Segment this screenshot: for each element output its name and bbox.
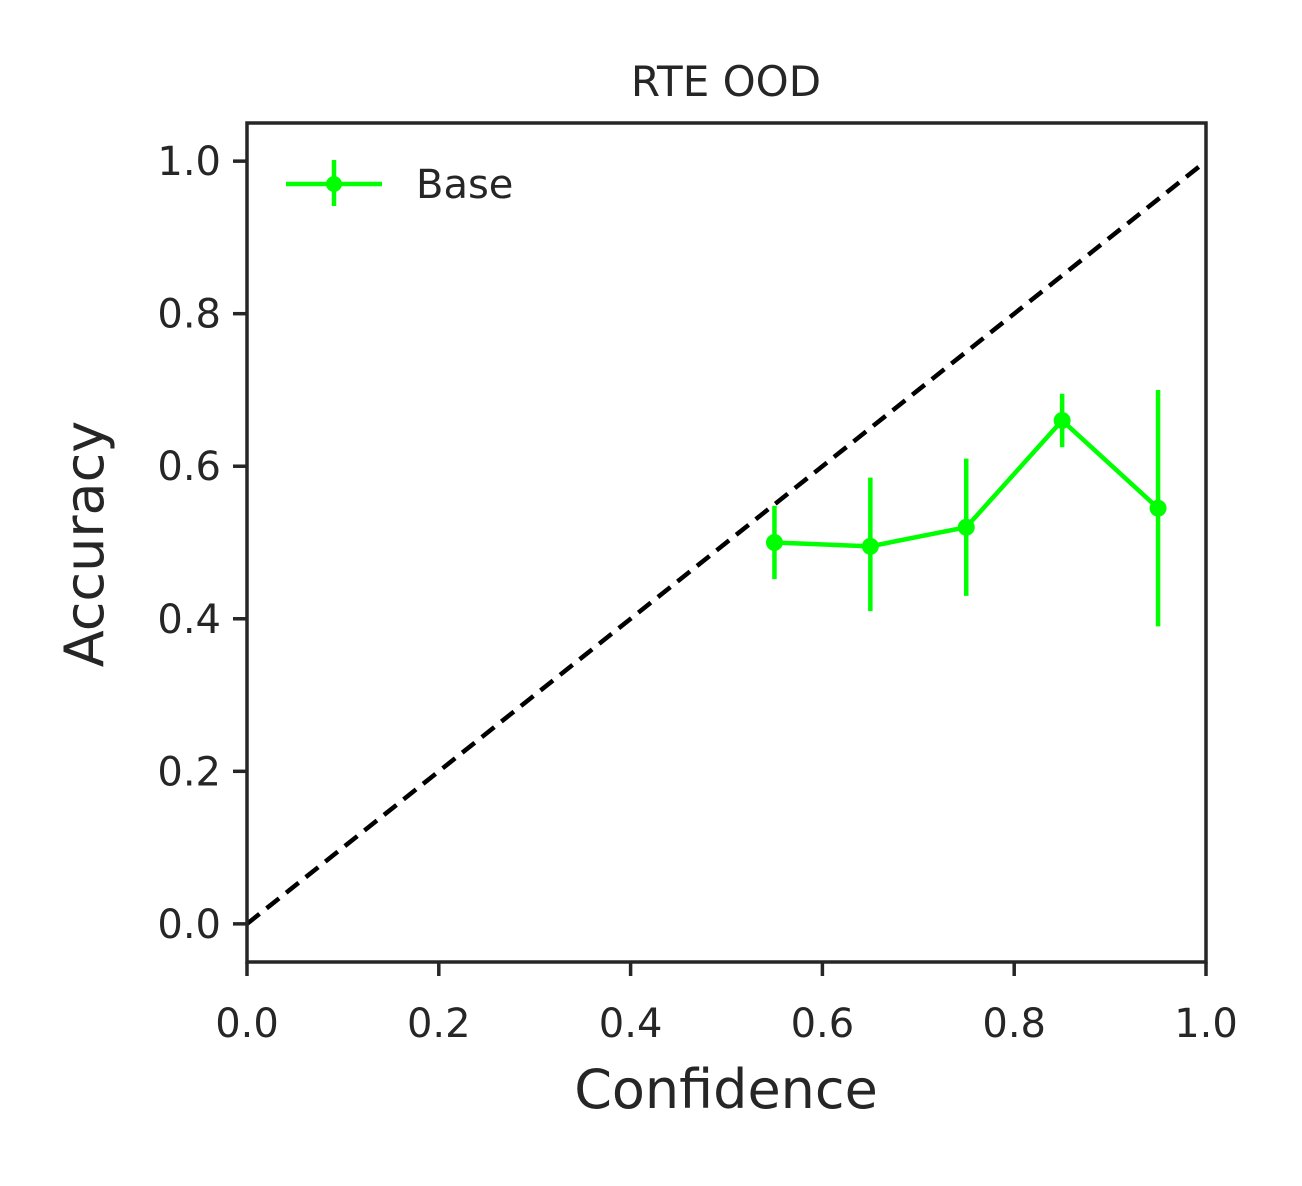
y-axis-ticks: 0.0 0.2 0.4 0.6 0.8 1.0	[157, 139, 247, 948]
chart-title: RTE OOD	[631, 57, 821, 106]
x-axis-label: Confidence	[574, 1058, 878, 1121]
y-tick-label: 0.2	[157, 749, 221, 795]
data-point	[765, 534, 783, 551]
plot-area	[245, 159, 1208, 926]
x-tick-label: 0.0	[215, 1001, 279, 1047]
y-tick-label: 0.8	[157, 292, 221, 338]
x-tick-label: 0.8	[982, 1001, 1046, 1047]
x-tick-label: 0.6	[791, 1001, 855, 1047]
legend-label-base: Base	[416, 162, 513, 208]
legend-marker-swatch	[326, 176, 342, 192]
x-tick-label: 0.4	[599, 1001, 663, 1047]
data-point	[1053, 411, 1071, 429]
x-axis-ticks: 0.0 0.2 0.4 0.6 0.8 1.0	[215, 962, 1238, 1047]
plot-frame	[245, 121, 1208, 964]
y-tick-label: 1.0	[157, 139, 221, 185]
perfect-calibration-line	[245, 159, 1208, 926]
x-tick-label: 0.2	[407, 1001, 471, 1047]
x-tick-label: 1.0	[1174, 1001, 1238, 1047]
data-point	[1149, 499, 1167, 517]
data-point	[957, 518, 975, 536]
legend: Base	[286, 160, 513, 208]
data-point	[861, 537, 879, 555]
y-tick-label: 0.4	[157, 597, 221, 643]
y-tick-label: 0.0	[157, 902, 221, 948]
y-axis-label: Accuracy	[53, 421, 116, 668]
y-tick-label: 0.6	[157, 444, 221, 490]
